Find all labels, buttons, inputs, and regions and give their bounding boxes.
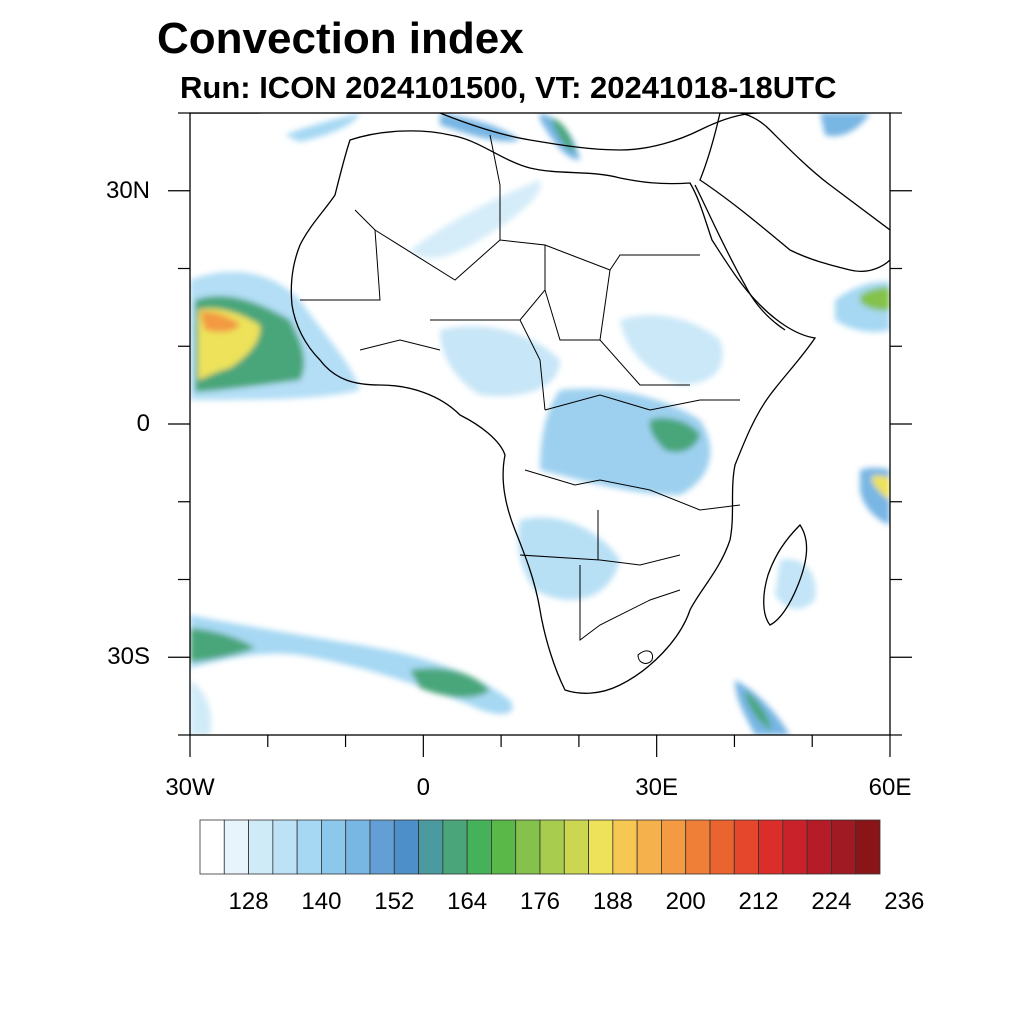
lat-label-30n: 30N [105, 176, 150, 204]
colorbar-box [199, 819, 225, 875]
colorbar-label: 200 [665, 888, 706, 915]
lon-label-60e: 60E [868, 774, 912, 801]
colorbar-box [855, 819, 881, 875]
colorbar-box [588, 819, 614, 875]
lon-label-30w: 30W [165, 774, 215, 801]
field-sahel [440, 326, 560, 397]
colorbar-box [248, 819, 274, 875]
border-11 [579, 565, 681, 641]
border-8 [544, 394, 740, 411]
colorbar-box [709, 819, 735, 875]
field-lake-victoria [649, 418, 700, 452]
field-arabian-core [860, 287, 890, 311]
field-sahara-streak [410, 180, 541, 259]
colorbar-label: 128 [228, 888, 269, 915]
border-10 [519, 554, 681, 566]
colorbar-box [563, 819, 589, 875]
lon-label-30e: 30E [635, 774, 678, 801]
colorbar-box [758, 819, 784, 875]
colorbar-box [418, 819, 444, 875]
border-2 [374, 229, 546, 321]
convection-field [190, 113, 890, 735]
border-6 [544, 289, 600, 341]
colorbar-label: 212 [738, 888, 779, 915]
map-title: Convection index [157, 14, 524, 63]
border-13 [359, 339, 441, 351]
colorbar-box [806, 819, 832, 875]
colorbar [199, 819, 881, 875]
colorbar-box [685, 819, 711, 875]
field-southern [518, 517, 620, 600]
colorbar-box [369, 819, 395, 875]
colorbar-label: 236 [884, 888, 925, 915]
axis-ticks [168, 112, 912, 757]
border-1 [300, 209, 381, 301]
africa-coastline [290, 130, 817, 694]
field-madagascar [775, 559, 816, 610]
field-south-west [190, 680, 212, 735]
field-south-atlantic-patch [410, 668, 490, 698]
lat-label-equator: 0 [136, 410, 150, 437]
colorbar-label: 224 [811, 888, 852, 915]
border-5 [599, 269, 690, 386]
colorbar-box [321, 819, 347, 875]
country-borders [300, 134, 741, 664]
border-4 [544, 244, 700, 271]
field-south-atlantic-band [190, 615, 513, 715]
colorbar-box [661, 819, 687, 875]
border-7 [519, 319, 546, 411]
colorbar-label: 152 [374, 888, 415, 915]
colorbar-box [345, 819, 371, 875]
colorbar-box [782, 819, 808, 875]
colorbar-label: 176 [519, 888, 561, 915]
lon-label-0: 0 [416, 774, 430, 801]
colorbar-box [636, 819, 662, 875]
field-mediterranean-core [552, 118, 575, 152]
madagascar-coastline [763, 523, 808, 626]
colorbar-box [223, 819, 249, 875]
field-ethiopia [620, 315, 723, 385]
colorbar-box [515, 819, 541, 875]
field-north-atlantic [285, 113, 360, 142]
map-subtitle: Run: ICON 2024101500, VT: 20241018-18UTC [180, 70, 837, 105]
coastlines [190, 113, 890, 694]
europe-coastline [190, 113, 761, 151]
colorbar-box [296, 819, 322, 875]
arabia-coastline [699, 113, 890, 272]
colorbar-box [466, 819, 492, 875]
colorbar-box [491, 819, 517, 875]
colorbar-box [393, 819, 419, 875]
colorbar-box [442, 819, 468, 875]
border-3 [489, 134, 501, 240]
colorbar-label: 188 [592, 888, 633, 915]
field-atlantic-peak [200, 311, 240, 332]
border-9 [524, 469, 741, 511]
lat-label-30s: 30S [107, 643, 150, 671]
colorbar-label: 164 [447, 888, 488, 915]
colorbar-box [272, 819, 298, 875]
lesotho-border [637, 650, 654, 664]
colorbar-box [612, 819, 638, 875]
field-iran [820, 113, 870, 137]
field-south-east-band [735, 680, 790, 735]
colorbar-box [831, 819, 857, 875]
field-central [540, 388, 711, 495]
field-south-atlantic-core [190, 628, 255, 662]
colorbar-box [539, 819, 565, 875]
colorbar-box [733, 819, 759, 875]
red-sea-coast [694, 184, 786, 331]
field-indian-core [872, 475, 890, 500]
colorbar-label: 140 [301, 888, 342, 915]
field-south-east-core [745, 690, 772, 730]
